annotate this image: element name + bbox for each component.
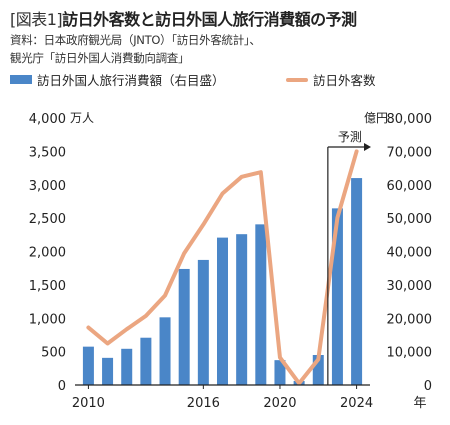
legend-label-visitors: 訪日外客数 <box>313 73 376 88</box>
source-line-1: 資料：日本政府観光局（JNTO）「訪日外客統計」、 <box>10 33 261 47</box>
y-left-tick-label: 1,000 <box>29 312 66 327</box>
x-tick-label: 2016 <box>187 396 220 411</box>
legend-label-spending: 訪日外国人旅行消費額（右目盛） <box>37 73 225 88</box>
legend-item-visitors: 訪日外客数 <box>286 70 376 89</box>
x-axis-label: 年 <box>413 396 426 411</box>
y-left-tick-label: 2,500 <box>29 212 66 227</box>
y-left-tick-label: 4,000 <box>29 112 66 127</box>
bar-2011 <box>102 357 114 385</box>
figure-number: [図表1] <box>10 10 63 29</box>
bar-2013 <box>140 337 152 385</box>
y-left-unit: 万人 <box>70 111 94 125</box>
chart-title-text: 訪日外客数と訪日外国人旅行消費額の予測 <box>62 10 357 29</box>
y-left-tick-label: 500 <box>41 346 66 361</box>
chart-title: [図表1]訪日外客数と訪日外国人旅行消費額の予測 <box>10 6 357 30</box>
y-left-tick-label: 0 <box>58 379 66 394</box>
bar-2012 <box>121 348 133 385</box>
y-right-tick-label: 40,000 <box>387 246 433 261</box>
y-left-tick-label: 3,000 <box>29 179 66 194</box>
y-left-tick-label: 3,500 <box>29 145 66 160</box>
y-right-tick-label: 0 <box>424 379 432 394</box>
x-tick-label: 2010 <box>72 396 105 411</box>
legend-swatch-line <box>286 77 308 82</box>
y-left-tick-label: 1,500 <box>29 279 66 294</box>
bar-2015 <box>178 268 190 385</box>
bar-2020 <box>274 360 286 385</box>
bar-2023 <box>331 208 343 385</box>
forecast-arrow-head <box>364 143 371 151</box>
bar-2018 <box>236 234 248 385</box>
y-right-tick-label: 20,000 <box>387 312 433 327</box>
y-right-tick-label: 60,000 <box>387 179 433 194</box>
legend-item-spending: 訪日外国人旅行消費額（右目盛） <box>10 70 225 89</box>
y-right-tick-label: 30,000 <box>387 279 433 294</box>
source-line-2: 観光庁「訪日外国人消費動向調査」 <box>10 51 190 65</box>
y-left-tick-label: 2,000 <box>29 246 66 261</box>
x-tick-label: 2024 <box>340 396 373 411</box>
bar-2022 <box>312 355 324 385</box>
y-right-tick-label: 70,000 <box>387 145 433 160</box>
y-right-unit: 億円 <box>364 111 388 125</box>
forecast-label: 予測 <box>338 130 362 144</box>
y-right-tick-label: 10,000 <box>387 346 433 361</box>
bar-2017 <box>217 237 228 385</box>
bar-2019 <box>255 224 267 385</box>
x-tick-label: 2020 <box>263 396 296 411</box>
bar-2024 <box>351 178 363 385</box>
bar-2010 <box>82 346 94 385</box>
y-right-tick-label: 50,000 <box>387 212 433 227</box>
bar-2014 <box>159 317 171 385</box>
y-right-tick-label: 80,000 <box>387 112 433 127</box>
bar-2016 <box>197 259 209 385</box>
legend-swatch-bar <box>10 75 32 84</box>
